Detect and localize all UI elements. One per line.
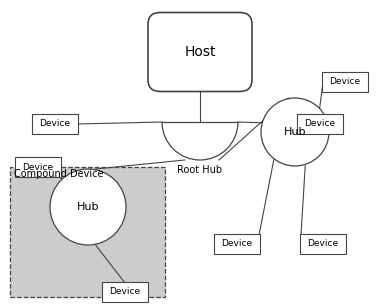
Text: Device: Device (305, 119, 336, 129)
Circle shape (50, 169, 126, 245)
Text: Device: Device (222, 239, 253, 248)
Circle shape (261, 98, 329, 166)
FancyBboxPatch shape (10, 167, 165, 297)
Text: Device: Device (40, 119, 71, 129)
FancyBboxPatch shape (148, 13, 252, 91)
FancyBboxPatch shape (15, 157, 61, 177)
Text: Device: Device (329, 77, 361, 87)
FancyBboxPatch shape (297, 114, 343, 134)
FancyBboxPatch shape (322, 72, 368, 92)
Text: Hub: Hub (77, 202, 99, 212)
Text: Device: Device (109, 287, 141, 297)
FancyBboxPatch shape (102, 282, 148, 302)
FancyBboxPatch shape (214, 234, 260, 254)
Text: Hub: Hub (284, 127, 306, 137)
FancyBboxPatch shape (32, 114, 78, 134)
Text: Host: Host (184, 45, 216, 59)
Text: Device: Device (22, 162, 53, 172)
Text: Root Hub: Root Hub (177, 165, 223, 175)
FancyBboxPatch shape (300, 234, 346, 254)
Text: Compound Device: Compound Device (14, 169, 104, 179)
Text: Device: Device (308, 239, 339, 248)
